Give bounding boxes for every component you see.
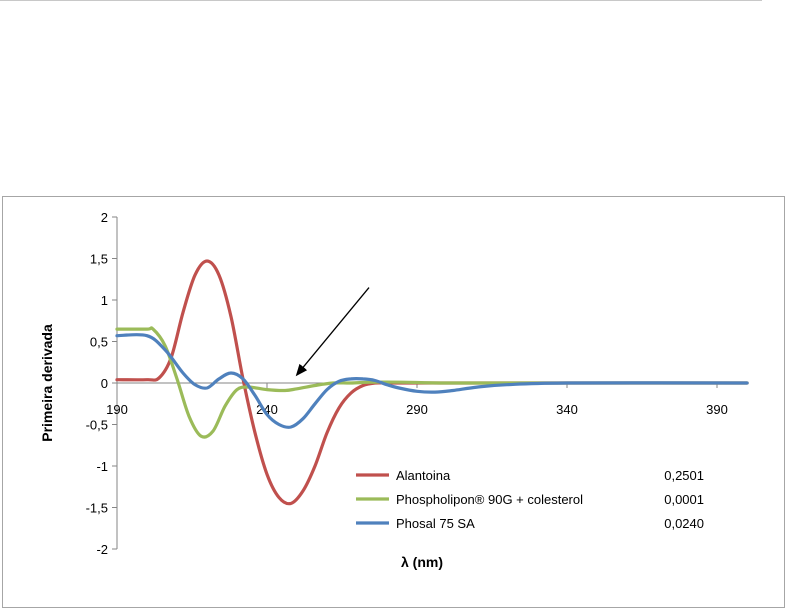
series-line-2: [115, 326, 749, 439]
legend-value-1: 0,2501: [664, 468, 704, 483]
x-axis-title: λ (nm): [401, 554, 443, 570]
x-tick-label: 290: [406, 402, 428, 417]
legend: Alantoina 0,2501 Phospholipon® 90G + coles…: [356, 468, 704, 531]
top-rule: [0, 0, 762, 1]
y-tick-label: -0,5: [86, 418, 108, 433]
y-tick-label: -1,5: [86, 501, 108, 516]
y-tick-label: 2: [101, 210, 108, 225]
legend-label-2: Phospholipon® 90G + colesterol: [396, 492, 583, 507]
y-tick-label: 1: [101, 293, 108, 308]
y-tick-label: 0,5: [90, 335, 108, 350]
annotation-arrow: [295, 287, 370, 377]
x-tick-label: 340: [556, 402, 578, 417]
legend-value-3: 0,0240: [664, 516, 704, 531]
y-axis-title: Primeira derivada: [39, 324, 55, 442]
series-line-3: [115, 333, 749, 429]
legend-label-3: Phosal 75 SA: [396, 516, 475, 531]
x-tick-label: 390: [706, 402, 728, 417]
legend-value-2: 0,0001: [664, 492, 704, 507]
y-tick-label: -1: [96, 459, 108, 474]
y-tick-label: 1,5: [90, 252, 108, 267]
y-tick-label: -2: [96, 542, 108, 557]
y-tick-label: 0: [101, 376, 108, 391]
annotation-layer: [295, 287, 370, 377]
x-tick-label: 190: [106, 402, 128, 417]
series-layer: [115, 259, 749, 506]
chart-frame: [2, 196, 785, 608]
legend-label-1: Alantoina: [396, 468, 451, 483]
